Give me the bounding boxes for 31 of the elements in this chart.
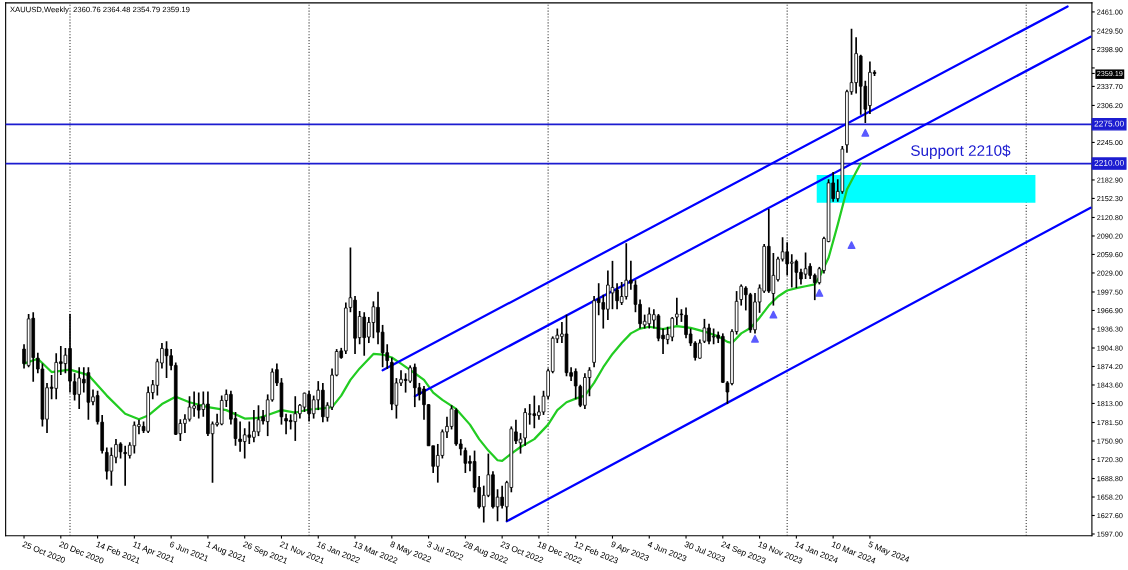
candlestick: [362, 311, 367, 357]
candlestick: [532, 394, 537, 430]
point: [769, 310, 778, 319]
point: [861, 128, 870, 137]
candlestick: [164, 340, 169, 379]
candlestick: [675, 296, 679, 326]
candlestick: [293, 395, 298, 442]
ref-line-label: 2275.00: [1094, 120, 1124, 127]
candlestick: [247, 420, 252, 445]
point: [847, 241, 856, 250]
annotation: Support 2210$: [911, 144, 1011, 159]
candlestick: [656, 313, 661, 343]
candlestick: [219, 394, 224, 427]
candlestick: [371, 300, 376, 340]
candlestick: [647, 306, 652, 330]
candlestick: [610, 260, 615, 311]
candlestick: [196, 391, 201, 420]
candlestick: [132, 420, 137, 455]
candlestick: [187, 395, 192, 423]
ref-line-label: 2210.00: [1094, 159, 1124, 166]
candlestick: [702, 318, 707, 344]
candlestick: [794, 258, 799, 289]
point: [751, 334, 759, 343]
candlestick: [789, 253, 794, 289]
candlestick: [104, 446, 109, 481]
candlestick: [624, 242, 629, 301]
candlestick: [670, 316, 675, 343]
candlestick: [109, 446, 114, 487]
candlestick: [803, 251, 808, 280]
point: [815, 288, 824, 297]
candlestick: [288, 413, 293, 431]
